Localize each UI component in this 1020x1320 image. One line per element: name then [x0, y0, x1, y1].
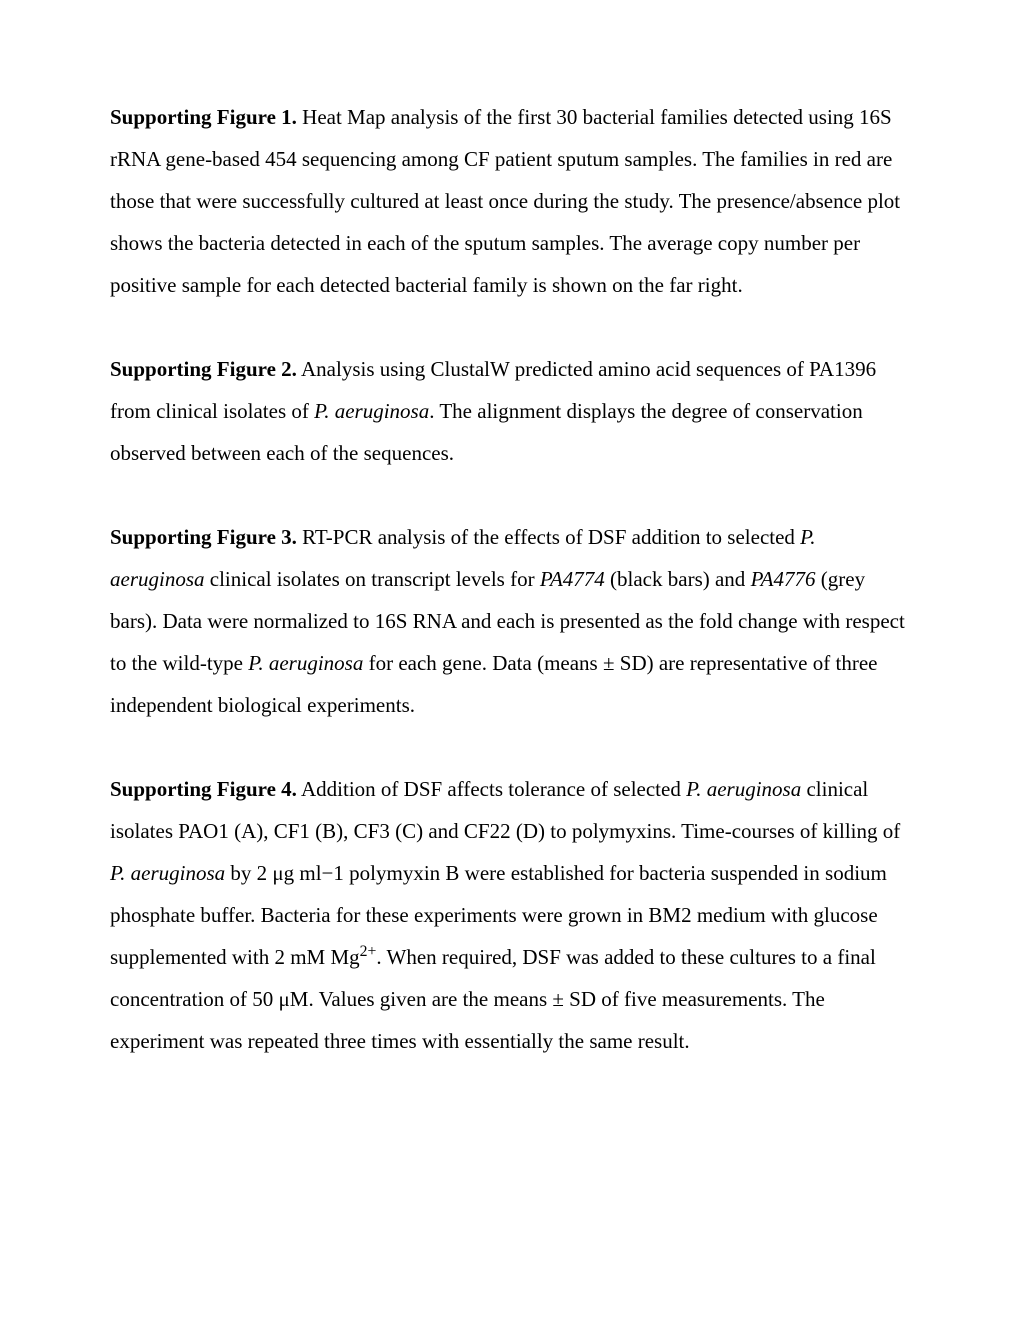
figure-1-text: Heat Map analysis of the first 30 bacter… — [110, 105, 900, 297]
figure-3-italic-c: PA4776 — [751, 567, 816, 591]
figure-4-italic-b: P. aeruginosa — [110, 861, 225, 885]
figure-2-label: Supporting Figure 2. — [110, 357, 297, 381]
figure-3-text-c: (black bars) and — [605, 567, 751, 591]
figure-3-italic-b: PA4774 — [540, 567, 605, 591]
figure-3-text-b: clinical isolates on transcript levels f… — [205, 567, 540, 591]
figure-2-caption: Supporting Figure 2. Analysis using Clus… — [110, 348, 910, 474]
figure-4-caption: Supporting Figure 4. Addition of DSF aff… — [110, 768, 910, 1062]
figure-4-text-a: Addition of DSF affects tolerance of sel… — [297, 777, 686, 801]
figure-1-caption: Supporting Figure 1. Heat Map analysis o… — [110, 96, 910, 306]
figure-4-italic-a: P. aeruginosa — [686, 777, 801, 801]
figure-1-label: Supporting Figure 1. — [110, 105, 297, 129]
figure-3-caption: Supporting Figure 3. RT-PCR analysis of … — [110, 516, 910, 726]
figure-3-label: Supporting Figure 3. — [110, 525, 297, 549]
figure-3-italic-d: P. aeruginosa — [248, 651, 363, 675]
figure-3-text-a: RT-PCR analysis of the effects of DSF ad… — [297, 525, 800, 549]
figure-4-sup-a: 2+ — [360, 943, 377, 960]
figure-2-italic-a: P. aeruginosa — [314, 399, 429, 423]
figure-4-label: Supporting Figure 4. — [110, 777, 297, 801]
